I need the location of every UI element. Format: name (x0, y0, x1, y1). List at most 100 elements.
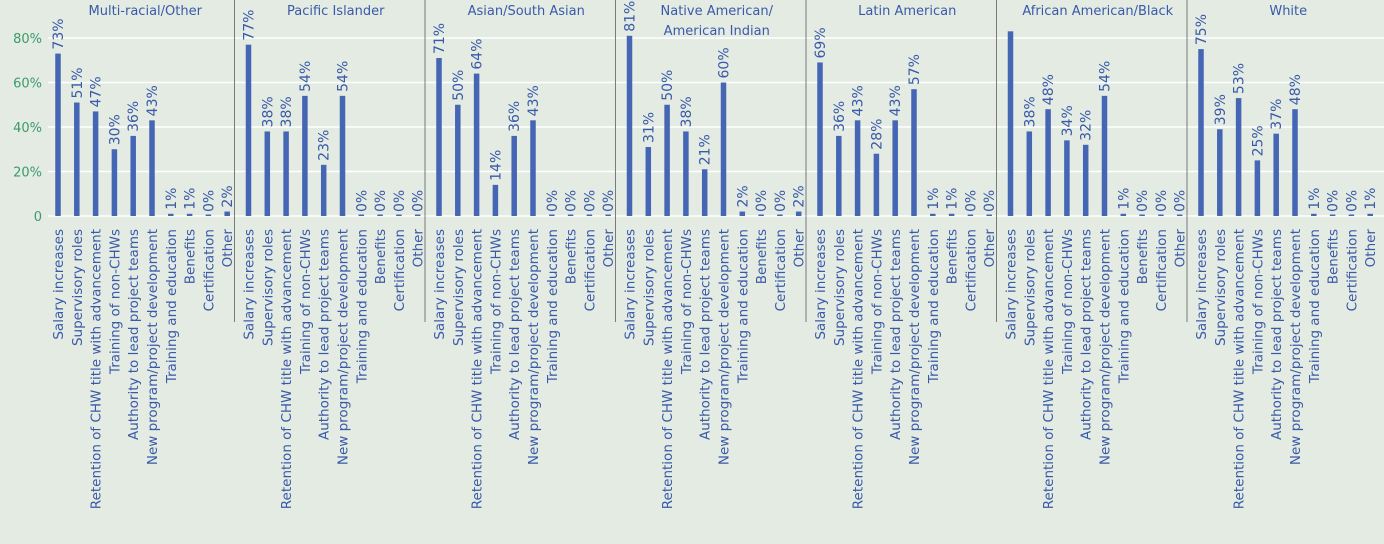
bar-value-label: 21% (698, 134, 714, 165)
bar-value-label: 0% (564, 190, 580, 212)
x-category-label: Training of non-CHWs (107, 229, 123, 375)
bar-value-label: 64% (470, 38, 486, 69)
bar (740, 212, 746, 216)
bar (817, 62, 823, 216)
bar (283, 131, 289, 216)
x-category-label: Authority to lead project teams (507, 229, 523, 440)
panel-title: Pacific Islander (287, 4, 385, 19)
x-category-label: Training of non-CHWs (488, 229, 504, 375)
bar-value-label: 48% (1288, 74, 1304, 105)
bar (646, 147, 652, 216)
x-category-label: Training and education (1307, 229, 1323, 384)
x-category-label: Training and education (926, 229, 942, 384)
x-category-label: Salary increases (623, 229, 639, 340)
panel-title: White (1269, 4, 1307, 19)
x-category-label: Retention of CHW title with advancement (279, 229, 295, 509)
x-category-label: Salary increases (813, 229, 829, 340)
bar (1292, 109, 1298, 216)
bar (911, 89, 917, 216)
bar (511, 136, 517, 216)
x-category-label: Supervisory roles (641, 229, 657, 346)
bar-value-label: 0% (1135, 190, 1151, 212)
bar (493, 185, 499, 216)
bar-value-label: 36% (126, 101, 142, 132)
bar (149, 120, 155, 216)
bar-value-label: 0% (354, 190, 370, 212)
bar-value-label: 0% (373, 190, 389, 212)
x-category-label: Benefits (564, 229, 580, 284)
x-category-label: Authority to lead project teams (1079, 229, 1095, 440)
panel-title: Latin American (858, 4, 956, 19)
bar (1045, 109, 1051, 216)
panel-title: Asian/South Asian (468, 4, 585, 19)
x-category-label: Supervisory roles (451, 229, 467, 346)
bar-value-label: 1% (183, 188, 199, 210)
bar-value-label: 0% (392, 190, 408, 212)
x-category-label: Supervisory roles (70, 229, 86, 346)
bar (206, 215, 212, 217)
x-category-label: New program/project development (526, 229, 542, 465)
x-category-label: Retention of CHW title with advancement (851, 229, 867, 509)
x-category-label: Retention of CHW title with advancement (89, 229, 105, 509)
bar (359, 215, 365, 217)
bar (949, 214, 955, 216)
x-category-label: Training and education (735, 229, 751, 384)
y-tick-label: 0 (34, 210, 42, 225)
x-category-label: Salary increases (1194, 229, 1210, 340)
x-category-label: Training of non-CHWs (679, 229, 695, 375)
bar-value-label: 43% (851, 85, 867, 116)
bar-value-label: 57% (907, 54, 923, 85)
bar (265, 131, 271, 216)
bar-value-label: 30% (107, 114, 123, 145)
x-category-label: Authority to lead project teams (698, 229, 714, 440)
bar-value-label: 38% (1022, 96, 1038, 127)
bar (1311, 214, 1317, 216)
x-category-label: Training and education (164, 229, 180, 384)
x-category-label: Benefits (1326, 229, 1342, 284)
x-category-label: Benefits (945, 229, 961, 284)
x-category-label: Benefits (183, 229, 199, 284)
bar (549, 215, 555, 217)
bar-value-label: 0% (411, 190, 427, 212)
bar-value-label: 0% (1154, 190, 1170, 212)
bar (605, 215, 611, 217)
bar (855, 120, 861, 216)
bar (1273, 134, 1279, 216)
bar-value-label: 0% (1344, 190, 1360, 212)
bar (246, 45, 252, 216)
x-category-label: Retention of CHW title with advancement (1232, 229, 1248, 509)
bar (627, 36, 633, 216)
bar-value-label: 53% (1232, 63, 1248, 94)
x-category-label: Benefits (1135, 229, 1151, 284)
bar (986, 215, 992, 217)
bar-value-label: 38% (260, 96, 276, 127)
bar-value-label: 0% (963, 190, 979, 212)
bar-value-label: 51% (70, 67, 86, 98)
bar-value-label: 48% (1041, 74, 1057, 105)
bar (777, 215, 783, 217)
x-category-label: Certification (1344, 229, 1360, 311)
bar (892, 120, 898, 216)
bar (758, 215, 764, 217)
bar-value-label: 75% (1194, 14, 1210, 45)
bar (74, 103, 80, 216)
bar-value-label: 38% (279, 96, 295, 127)
bar-value-label: 0% (582, 190, 598, 212)
x-category-label: Salary increases (1004, 229, 1020, 340)
x-category-label: New program/project development (717, 229, 733, 465)
bar-value-label: 77% (242, 10, 258, 41)
bar-value-label: 36% (832, 101, 848, 132)
bar-value-label: 54% (1098, 61, 1114, 92)
y-tick-label: 20% (13, 166, 42, 181)
bar-value-label: 28% (869, 119, 885, 150)
bar-value-label: 81% (623, 1, 639, 32)
x-category-label: Other (982, 229, 998, 268)
bar (1330, 215, 1336, 217)
x-category-label: New program/project development (336, 229, 352, 465)
x-category-label: Salary increases (51, 229, 67, 340)
bar-value-label: 2% (735, 185, 751, 207)
x-category-label: Training and education (354, 229, 370, 384)
bar (396, 215, 402, 217)
